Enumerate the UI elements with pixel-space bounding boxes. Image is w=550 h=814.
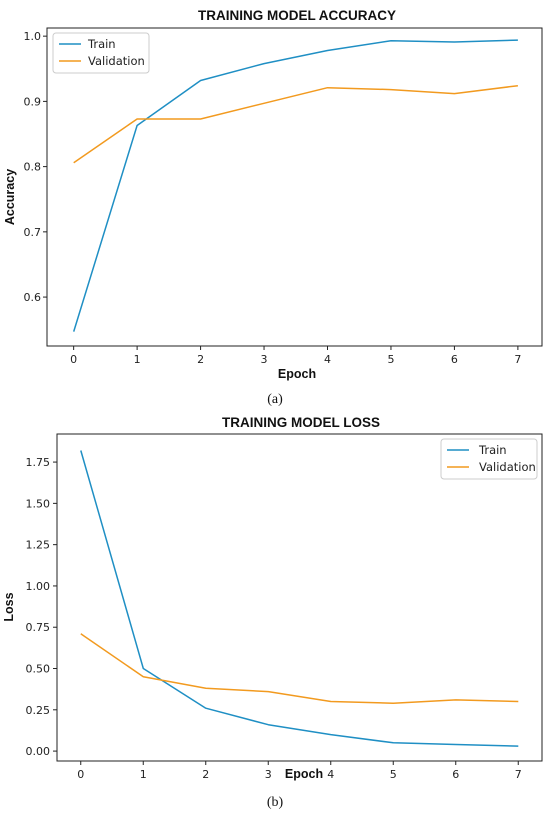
x-tick-label: 1 xyxy=(140,768,147,781)
x-tick-label: 6 xyxy=(452,768,459,781)
x-tick-label: 5 xyxy=(387,353,394,366)
legend-label-validation: Validation xyxy=(479,460,536,474)
series-line-validation xyxy=(73,84,518,164)
x-tick-label: 4 xyxy=(327,768,334,781)
y-tick-label: 0.7 xyxy=(24,226,42,239)
x-tick-label: 2 xyxy=(197,353,204,366)
x-tick-label: 4 xyxy=(324,353,331,366)
series-lines xyxy=(72,39,518,332)
legend-label-validation: Validation xyxy=(88,54,145,68)
y-tick-label: 1.50 xyxy=(26,497,51,510)
y-tick-label: 0.9 xyxy=(24,95,42,108)
x-tick-label: 5 xyxy=(390,768,397,781)
y-tick-label: 1.0 xyxy=(24,30,42,43)
plot-area xyxy=(46,27,543,347)
x-tick-label: 7 xyxy=(514,353,521,366)
y-tick-label: 0.50 xyxy=(26,663,51,676)
chart-title: TRAINING MODEL LOSS xyxy=(222,415,380,430)
series-line-validation xyxy=(80,633,519,704)
y-axis-label: Accuracy xyxy=(3,169,17,225)
series-line-train xyxy=(72,39,518,332)
x-tick-label: 0 xyxy=(77,768,84,781)
x-tick-label: 0 xyxy=(70,353,77,366)
figure-caption: (a) xyxy=(267,392,283,407)
accuracy-chart: TRAINING MODEL ACCURACY 0.6 0.7 0.8 0.9 1.0 … xyxy=(3,8,543,407)
series-lines xyxy=(80,450,519,747)
y-tick-label: 0.75 xyxy=(26,621,51,634)
legend: Train Validation xyxy=(52,32,150,74)
x-axis-ticks: 0 1 2 3 4 5 6 7 xyxy=(70,346,521,366)
x-axis-label: Epoch xyxy=(278,367,316,381)
legend-box xyxy=(52,32,150,74)
x-tick-label: 7 xyxy=(515,768,522,781)
x-tick-label: 1 xyxy=(134,353,141,366)
legend-label-train: Train xyxy=(87,37,116,51)
x-axis-label: Epoch xyxy=(285,767,323,781)
y-axis-label: Loss xyxy=(2,592,16,621)
y-tick-label: 1.25 xyxy=(26,539,51,552)
y-tick-label: 0.8 xyxy=(24,161,42,174)
legend-label-train: Train xyxy=(478,443,507,457)
y-tick-label: 0.25 xyxy=(26,704,51,717)
y-tick-label: 0.6 xyxy=(24,291,42,304)
legend: Train Validation xyxy=(440,438,538,480)
plot-area xyxy=(56,433,543,762)
y-tick-label: 1.75 xyxy=(26,456,51,469)
chart-title: TRAINING MODEL ACCURACY xyxy=(198,8,396,23)
y-axis-ticks: 0.6 0.7 0.8 0.9 1.0 xyxy=(24,30,47,304)
legend-box xyxy=(440,438,538,480)
x-tick-label: 3 xyxy=(261,353,268,366)
figure-caption: (b) xyxy=(267,795,284,810)
y-tick-label: 0.00 xyxy=(26,745,51,758)
series-line-train xyxy=(80,450,519,747)
x-tick-label: 2 xyxy=(202,768,209,781)
x-tick-label: 3 xyxy=(265,768,272,781)
y-tick-label: 1.00 xyxy=(26,580,51,593)
loss-chart: TRAINING MODEL LOSS 0.00 0.25 0.50 0.75 1.00… xyxy=(0,410,550,814)
x-tick-label: 6 xyxy=(451,353,458,366)
x-axis-ticks: 0 1 2 3 4 5 6 7 xyxy=(77,761,522,781)
y-axis-ticks: 0.00 0.25 0.50 0.75 1.00 1.25 1.50 1.75 xyxy=(26,456,57,758)
